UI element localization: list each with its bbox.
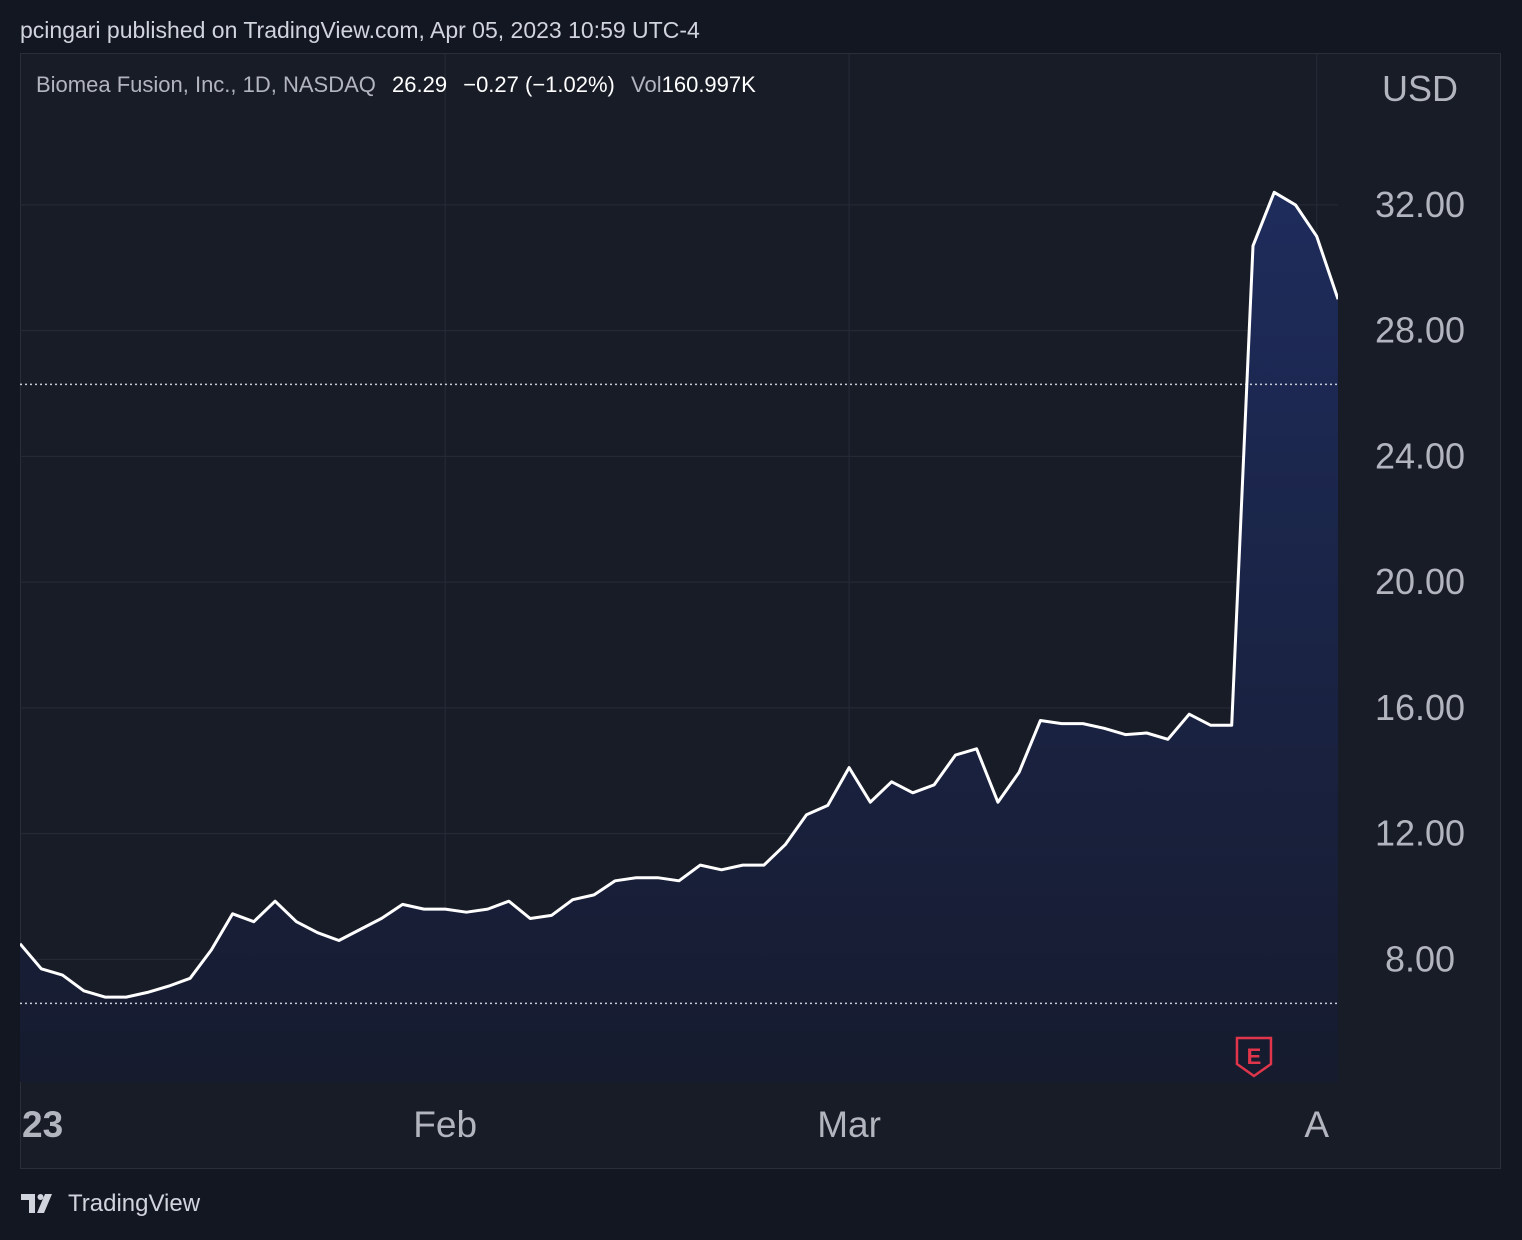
symbol-legend: Biomea Fusion, Inc., 1D, NASDAQ 26.29 −0… (36, 72, 756, 98)
last-price: 26.29 (392, 72, 448, 97)
tradingview-brand[interactable]: TradingView (20, 1190, 200, 1218)
y-tick-label: 8.00 (1385, 938, 1455, 979)
symbol-name[interactable]: Biomea Fusion, Inc., 1D, NASDAQ (36, 72, 376, 97)
y-tick-label: 24.00 (1375, 435, 1465, 476)
time-axis[interactable]: 23 Feb Mar A (22, 1104, 1329, 1145)
price-change: −0.27 (−1.02%) (463, 72, 615, 97)
price-line (20, 190, 1338, 999)
y-tick-label: 28.00 (1375, 310, 1465, 351)
x-tick-label: 23 (22, 1104, 63, 1145)
y-tick-label: 32.00 (1375, 184, 1465, 225)
x-tick-label: A (1304, 1104, 1329, 1145)
earnings-marker[interactable]: E (1235, 1036, 1273, 1078)
earnings-label: E (1247, 1044, 1262, 1069)
volume-value: 160.997K (661, 72, 756, 97)
publisher-line: pcingari published on TradingView.com, A… (20, 17, 700, 43)
price-axis[interactable]: USD 32.00 28.00 24.00 20.00 16.00 12.00 8.00 (1375, 68, 1465, 979)
brand-name: TradingView (68, 1190, 201, 1217)
y-tick-label: 20.00 (1375, 561, 1465, 602)
volume-label: Vol (631, 72, 662, 97)
y-tick-label: 16.00 (1375, 687, 1465, 728)
x-tick-label: Mar (817, 1104, 881, 1145)
y-tick-label: 12.00 (1375, 813, 1465, 854)
currency-label: USD (1382, 68, 1458, 109)
price-area-fill (20, 192, 1338, 1082)
tradingview-logo-icon (21, 1194, 52, 1213)
earnings-flag-icon[interactable] (1235, 1036, 1273, 1078)
x-tick-label: Feb (413, 1104, 477, 1145)
